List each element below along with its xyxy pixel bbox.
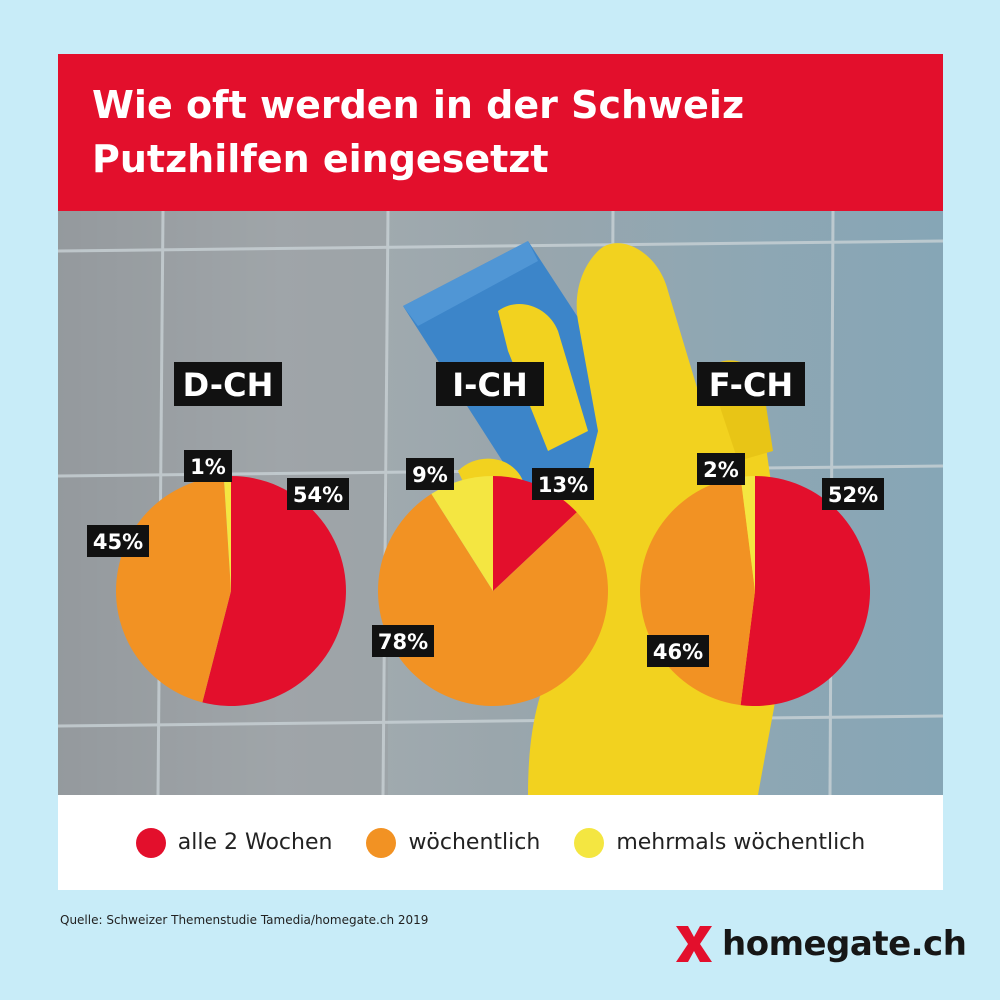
legend-dot-red [135,827,166,858]
pie-slice-0 [493,476,577,591]
legend-dot-yellow [574,827,605,858]
data-label: 45% [87,525,149,557]
title-line-2: Putzhilfen eingesetzt [92,137,549,181]
pie-slice-2 [223,476,231,591]
svg-text:I-CH: I-CH [452,366,527,404]
svg-text:1%: 1% [190,455,226,479]
legend-label: alle 2 Wochen [177,830,333,855]
data-label: 78% [372,625,434,657]
legend-item-woechentlich: wöchentlich [366,827,541,858]
legend-label: mehrmals wöchentlich [616,830,866,855]
svg-text:45%: 45% [93,530,143,554]
page-title: Wie oft werden in der Schweiz Putzhilfen… [92,78,922,186]
logo-text: homegate.ch [722,924,967,964]
logo-x-icon [676,926,712,962]
data-label: 9% [406,458,454,490]
svg-text:46%: 46% [653,640,703,664]
source-note: Quelle: Schweizer Themenstudie Tamedia/h… [60,913,429,927]
pie-chart-0: D-CH 54% 45% 1% [87,362,349,706]
svg-text:2%: 2% [703,458,739,482]
data-label: 1% [184,450,232,482]
svg-text:13%: 13% [538,473,588,497]
svg-text:F-CH: F-CH [709,366,793,404]
svg-text:54%: 54% [293,483,343,507]
data-label: 54% [287,478,349,510]
legend-dot-orange [366,827,397,858]
homegate-logo[interactable]: homegate.ch [672,920,967,968]
pie-chart-2: F-CH 52% 46% 2% [640,362,884,706]
chart-title: I-CH [436,362,544,406]
svg-text:78%: 78% [378,630,428,654]
data-label: 46% [647,635,709,667]
svg-text:52%: 52% [828,483,878,507]
legend-item-alle-2-wochen: alle 2 Wochen [135,827,333,858]
pie-slice-1 [640,476,755,706]
pie-slice-1 [377,493,608,707]
data-label: 13% [532,468,594,500]
pie-charts: D-CH 54% 45% 1% I-CH 13% 78% 9% F-CH 52% 46% 2% [87,362,884,707]
svg-text:D-CH: D-CH [183,366,274,404]
legend-item-mehrmals-woechentlich: mehrmals wöchentlich [574,827,866,858]
chart-title: F-CH [697,362,805,406]
title-banner [58,54,943,211]
data-label: 52% [822,478,884,510]
legend: alle 2 Wochen wöchentlich mehrmals wöche… [58,795,943,890]
pie-slice-0 [740,476,871,706]
chart-title: D-CH [174,362,282,406]
pie-slice-2 [431,476,493,591]
data-label: 2% [697,453,745,485]
title-line-1: Wie oft werden in der Schweiz [92,83,745,127]
pie-chart-1: I-CH 13% 78% 9% [372,362,608,707]
pie-slice-2 [740,476,755,591]
pie-slice-0 [202,476,346,706]
legend-label: wöchentlich [408,830,541,855]
svg-text:9%: 9% [412,463,448,487]
